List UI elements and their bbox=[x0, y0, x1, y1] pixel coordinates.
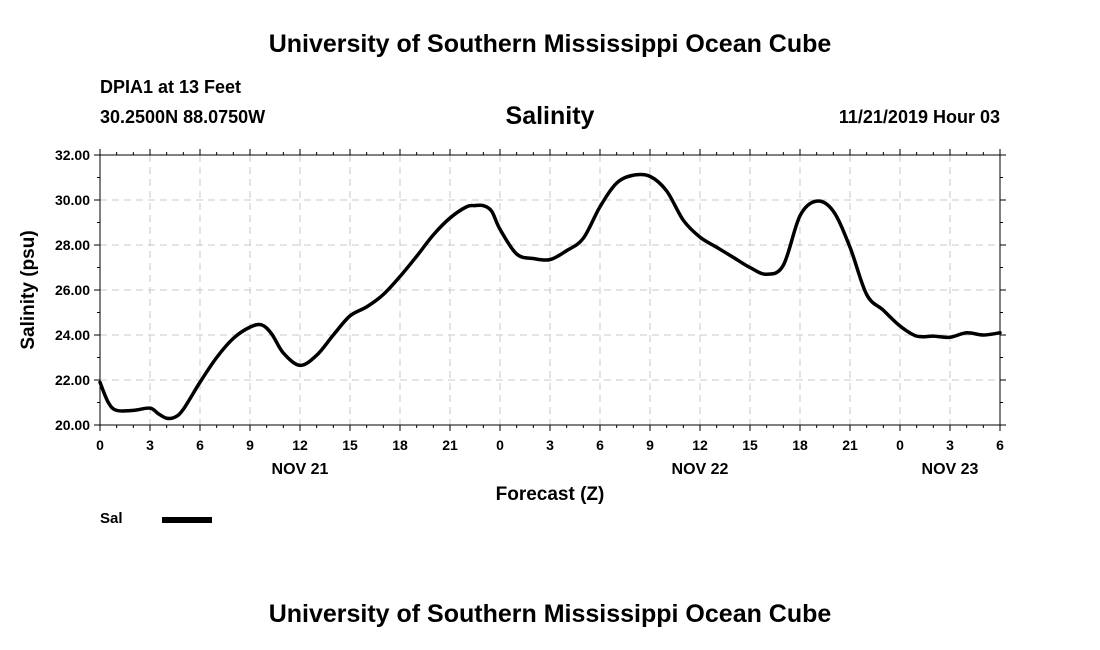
x-tick-label: 18 bbox=[392, 437, 408, 453]
x-tick-label: 3 bbox=[146, 437, 154, 453]
y-tick-label: 20.00 bbox=[55, 417, 90, 433]
x-tick-label: 9 bbox=[246, 437, 254, 453]
plot-frame bbox=[99, 154, 1001, 426]
footer-title: University of Southern Mississippi Ocean… bbox=[268, 600, 832, 628]
x-tick-label: 12 bbox=[692, 437, 708, 453]
station-coordinates: 30.2500N 88.0750W bbox=[100, 107, 266, 127]
forecast-datetime: 11/21/2019 Hour 03 bbox=[838, 107, 1000, 127]
x-tick-label: 21 bbox=[842, 437, 858, 453]
y-axis-label: Salinity (psu) bbox=[18, 230, 39, 349]
x-tick-label: 6 bbox=[596, 437, 604, 453]
x-tick-label: 21 bbox=[442, 437, 458, 453]
salinity-chart: 20.00 22.00 24.00 26.00 28.00 30.00 32.00 0 3 6 9 1… bbox=[18, 147, 1006, 505]
x-tick-label: 15 bbox=[742, 437, 758, 453]
legend-swatch bbox=[162, 517, 212, 523]
report-title: University of Southern Mississippi Ocean… bbox=[268, 30, 832, 58]
x-tick-label: 0 bbox=[896, 437, 904, 453]
x-tick-label: 0 bbox=[496, 437, 504, 453]
x-tick-label: 3 bbox=[946, 437, 954, 453]
x-tick-label: 18 bbox=[792, 437, 808, 453]
x-tick-label: 0 bbox=[96, 437, 104, 453]
station-label: DPIA1 at 13 Feet bbox=[100, 77, 242, 97]
x-tick-label: 12 bbox=[292, 437, 308, 453]
y-tick-label: 24.00 bbox=[55, 327, 90, 343]
x-tick-label: 3 bbox=[546, 437, 554, 453]
y-tick-label: 26.00 bbox=[55, 282, 90, 298]
day-label: NOV 23 bbox=[922, 461, 979, 478]
legend-label: Sal bbox=[100, 510, 123, 527]
day-label: NOV 22 bbox=[672, 461, 729, 478]
chart-title: Salinity bbox=[505, 102, 595, 130]
day-label: NOV 21 bbox=[272, 461, 329, 478]
y-tick-label: 22.00 bbox=[55, 372, 90, 388]
x-tick-label: 15 bbox=[342, 437, 358, 453]
x-tick-label: 6 bbox=[996, 437, 1004, 453]
sal-series-line bbox=[98, 172, 1002, 421]
y-tick-label: 30.00 bbox=[55, 192, 90, 208]
x-tick-label: 9 bbox=[646, 437, 654, 453]
y-tick-label: 32.00 bbox=[55, 147, 90, 163]
grid-lines bbox=[100, 155, 1000, 425]
x-tick-label: 6 bbox=[196, 437, 204, 453]
x-axis-label: Forecast (Z) bbox=[496, 484, 605, 505]
y-tick-label: 28.00 bbox=[55, 237, 90, 253]
